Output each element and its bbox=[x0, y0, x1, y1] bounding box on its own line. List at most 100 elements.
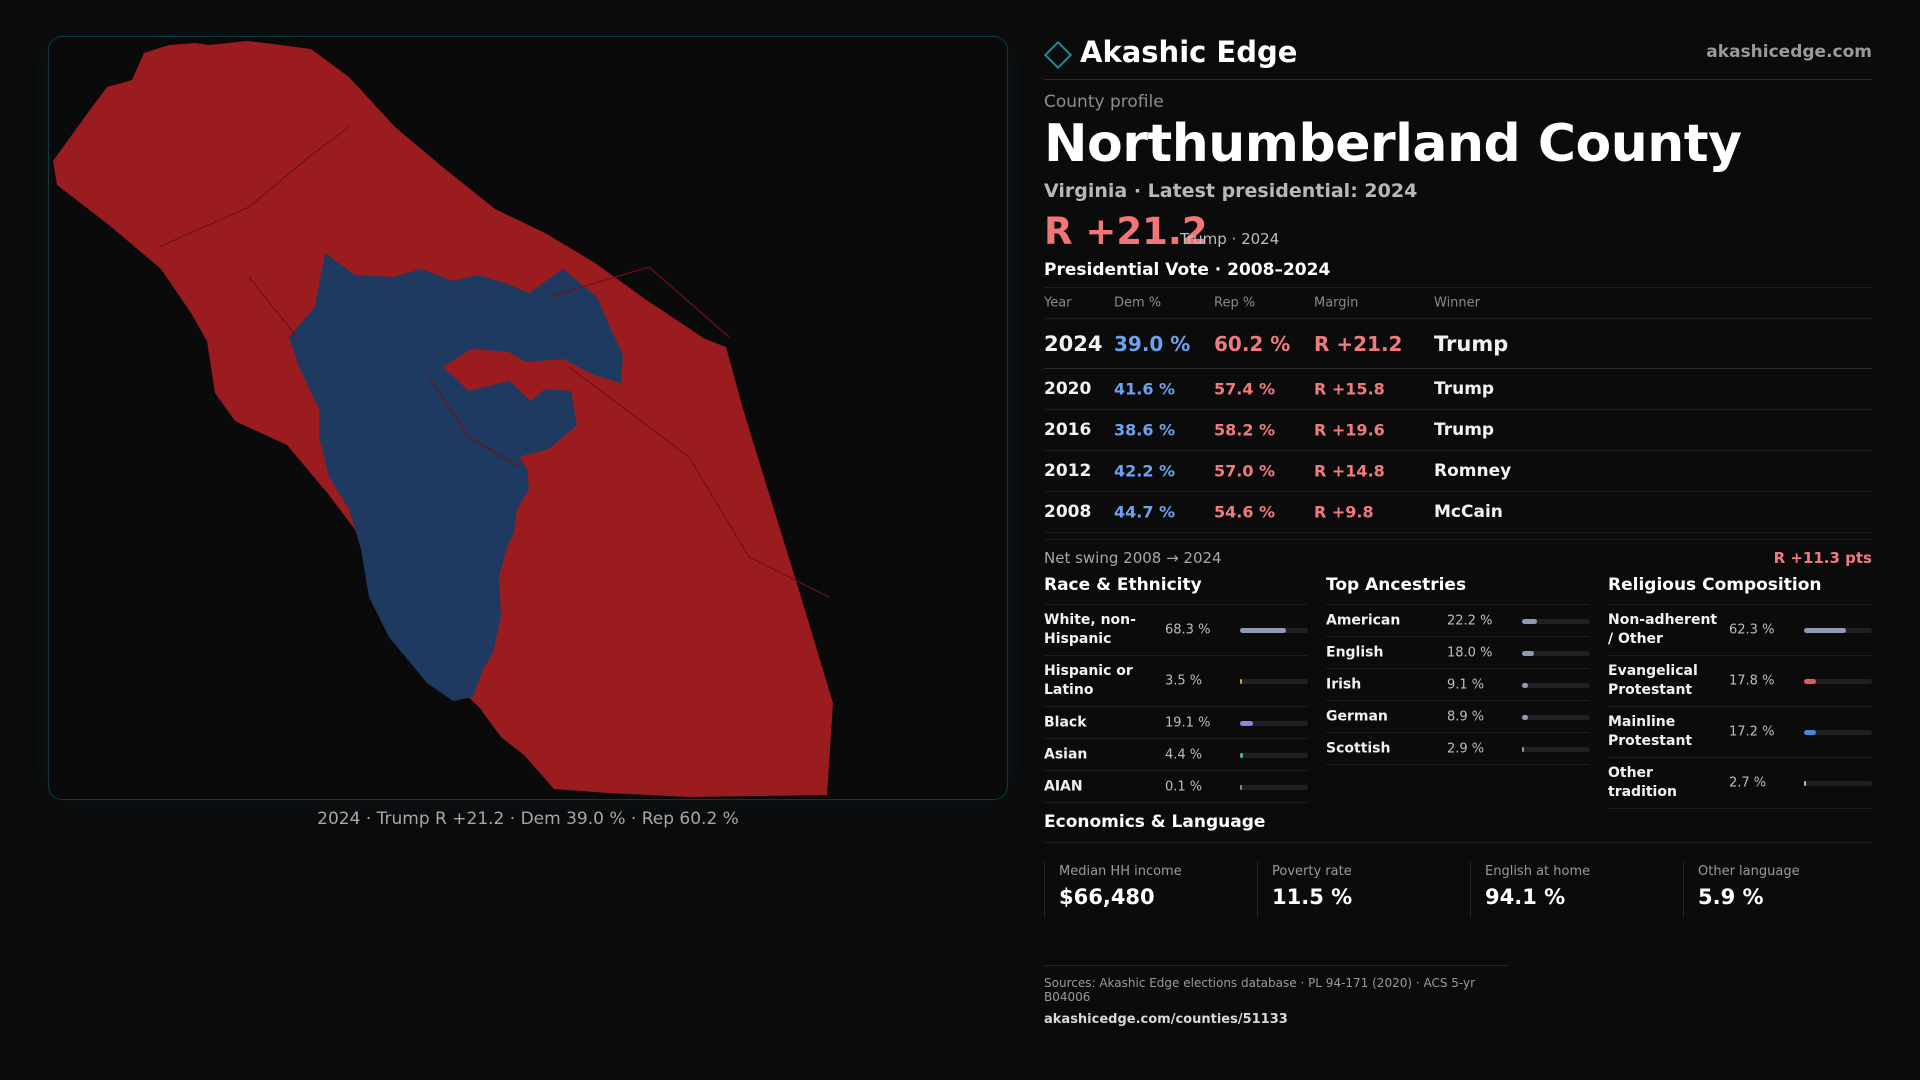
page-kicker: County profile bbox=[1044, 92, 1164, 112]
religion-row-label: Other tradition bbox=[1608, 765, 1677, 800]
ancestry-row-value: 2.9 % bbox=[1447, 741, 1485, 756]
row-rep: 57.4 % bbox=[1214, 379, 1276, 399]
religion-row-label: Non-adherent / Other bbox=[1608, 612, 1718, 647]
row-winner: Trump bbox=[1434, 420, 1495, 440]
county-map[interactable] bbox=[48, 36, 1008, 800]
religion-row: Evangelical Protestant 17.8 % bbox=[1608, 656, 1872, 707]
race-row: White, non-Hispanic 68.3 % bbox=[1044, 605, 1308, 656]
col-rep-header: Rep % bbox=[1214, 295, 1256, 311]
ancestry-row-label: American bbox=[1326, 612, 1401, 628]
row-margin: R +9.8 bbox=[1314, 502, 1374, 522]
race-bar-fill bbox=[1240, 784, 1242, 790]
race-bar-fill bbox=[1240, 679, 1242, 684]
religion-bar-track bbox=[1804, 730, 1872, 735]
ancestry-bar-fill bbox=[1522, 618, 1537, 624]
net-swing-value: R +11.3 pts bbox=[1773, 549, 1872, 567]
demographics: Race & Ethnicity White, non-Hispanic 68.3… bbox=[1044, 573, 1872, 813]
table-header-row: Year Dem % Rep % Margin Winner bbox=[1044, 288, 1872, 319]
col-margin-header: Margin bbox=[1314, 295, 1359, 311]
page-title: Northumberland County bbox=[1044, 114, 1742, 174]
race-row-label: Asian bbox=[1044, 746, 1088, 762]
sources-text: Sources: Akashic Edge elections database… bbox=[1044, 976, 1476, 1004]
row-margin: R +19.6 bbox=[1314, 420, 1385, 440]
ancestry-bar-fill bbox=[1522, 650, 1534, 656]
net-swing: Net swing 2008 → 2024 R +11.3 pts bbox=[1044, 539, 1872, 571]
stat-other-language: Other language 5.9 % bbox=[1683, 862, 1881, 918]
race-row: AIAN 0.1 % bbox=[1044, 771, 1308, 803]
religion-heading: Religious Composition bbox=[1608, 573, 1872, 605]
map-caption: 2024 · Trump R +21.2 · Dem 39.0 % · Rep … bbox=[317, 809, 739, 829]
race-ethnicity-section: Race & Ethnicity White, non-Hispanic 68.3… bbox=[1044, 573, 1308, 803]
race-bar-fill bbox=[1240, 628, 1286, 633]
ancestry-row-label: German bbox=[1326, 708, 1388, 724]
ancestry-row-value: 18.0 % bbox=[1447, 645, 1493, 660]
ancestry-row: Scottish 2.9 % bbox=[1326, 733, 1590, 765]
col-winner-header: Winner bbox=[1434, 295, 1481, 311]
race-bar-track bbox=[1240, 784, 1308, 790]
religion-bar-fill bbox=[1804, 628, 1846, 633]
religion-bar-fill bbox=[1804, 781, 1806, 786]
county-url-link[interactable]: akashicedge.com/counties/51133 bbox=[1044, 1012, 1288, 1027]
row-dem: 39.0 % bbox=[1114, 331, 1191, 356]
row-rep: 54.6 % bbox=[1214, 502, 1276, 522]
row-winner: Trump bbox=[1434, 331, 1509, 356]
row-winner: McCain bbox=[1434, 502, 1503, 522]
map-region-democratic bbox=[289, 253, 623, 701]
race-bar-track bbox=[1240, 752, 1308, 758]
stat-label: Other language bbox=[1698, 864, 1800, 879]
row-winner: Romney bbox=[1434, 461, 1512, 481]
row-margin: R +15.8 bbox=[1314, 379, 1385, 399]
row-dem: 41.6 % bbox=[1114, 379, 1176, 399]
stat-value: 94.1 % bbox=[1485, 885, 1566, 909]
ancestry-section: Top Ancestries American 22.2 % English 18.0… bbox=[1326, 573, 1590, 765]
race-row: Asian 4.4 % bbox=[1044, 739, 1308, 771]
site-link[interactable]: akashicedge.com bbox=[1706, 42, 1872, 62]
religion-section: Religious Composition Non-adherent / Oth… bbox=[1608, 573, 1872, 809]
row-rep: 60.2 % bbox=[1214, 331, 1291, 356]
table-row: 2016 38.6 % 58.2 % R +19.6 Trump bbox=[1044, 410, 1872, 451]
race-row-value: 0.1 % bbox=[1165, 779, 1203, 794]
race-row-value: 4.4 % bbox=[1165, 747, 1203, 762]
row-winner: Trump bbox=[1434, 379, 1495, 399]
ancestry-row: American 22.2 % bbox=[1326, 605, 1590, 637]
economics-heading: Economics & Language bbox=[1044, 812, 1266, 832]
race-row: Hispanic or Latino 3.5 % bbox=[1044, 656, 1308, 707]
ancestry-bar-fill bbox=[1522, 682, 1528, 688]
race-heading: Race & Ethnicity bbox=[1044, 573, 1308, 605]
table-row: 2024 39.0 % 60.2 % R +21.2 Trump bbox=[1044, 319, 1872, 369]
stat-english-home: English at home 94.1 % bbox=[1470, 862, 1668, 918]
race-row-value: 68.3 % bbox=[1165, 622, 1211, 638]
stat-value: 5.9 % bbox=[1698, 885, 1764, 909]
religion-bar-track bbox=[1804, 781, 1872, 786]
ancestry-row: Irish 9.1 % bbox=[1326, 669, 1590, 701]
religion-row: Non-adherent / Other 62.3 % bbox=[1608, 605, 1872, 656]
economics-area: Economics & Language Median HH income $6… bbox=[1044, 0, 1872, 1080]
ancestry-bar-track bbox=[1522, 618, 1590, 624]
stat-label: English at home bbox=[1485, 864, 1591, 879]
ancestry-bar-track bbox=[1522, 714, 1590, 720]
ancestry-row-value: 22.2 % bbox=[1447, 613, 1493, 628]
race-bar-track bbox=[1240, 679, 1308, 684]
stat-label: Poverty rate bbox=[1272, 864, 1352, 879]
row-rep: 58.2 % bbox=[1214, 420, 1276, 440]
page-subtitle: Virginia · Latest presidential: 2024 bbox=[1044, 180, 1418, 202]
religion-row-value: 62.3 % bbox=[1729, 622, 1775, 638]
stat-median-income: Median HH income $66,480 bbox=[1044, 862, 1242, 918]
headline-margin-value: R +21.2 bbox=[1044, 210, 1208, 253]
table-row: 2012 42.2 % 57.0 % R +14.8 Romney bbox=[1044, 451, 1872, 492]
religion-row: Mainline Protestant 17.2 % bbox=[1608, 707, 1872, 758]
race-row-label: Black bbox=[1044, 714, 1087, 730]
brand-name[interactable]: Akashic Edge bbox=[1080, 35, 1298, 69]
stat-poverty-rate: Poverty rate 11.5 % bbox=[1257, 862, 1455, 918]
footer: Sources: Akashic Edge elections database… bbox=[1044, 965, 1509, 1027]
religion-row: Other tradition 2.7 % bbox=[1608, 758, 1872, 809]
presidential-table: Year Dem % Rep % Margin Winner 2024 39.0… bbox=[1044, 287, 1872, 533]
race-row-value: 19.1 % bbox=[1165, 715, 1211, 730]
headline-margin: R +21.2 Trump · 2024 bbox=[1044, 210, 1872, 254]
ancestry-bar-track bbox=[1522, 650, 1590, 656]
row-year: 2024 bbox=[1044, 331, 1103, 356]
presidential-heading: Presidential Vote · 2008–2024 bbox=[1044, 260, 1331, 280]
economics-heading-row: Economics & Language bbox=[1044, 812, 1872, 843]
ancestry-row: German 8.9 % bbox=[1326, 701, 1590, 733]
row-margin: R +21.2 bbox=[1314, 331, 1403, 356]
